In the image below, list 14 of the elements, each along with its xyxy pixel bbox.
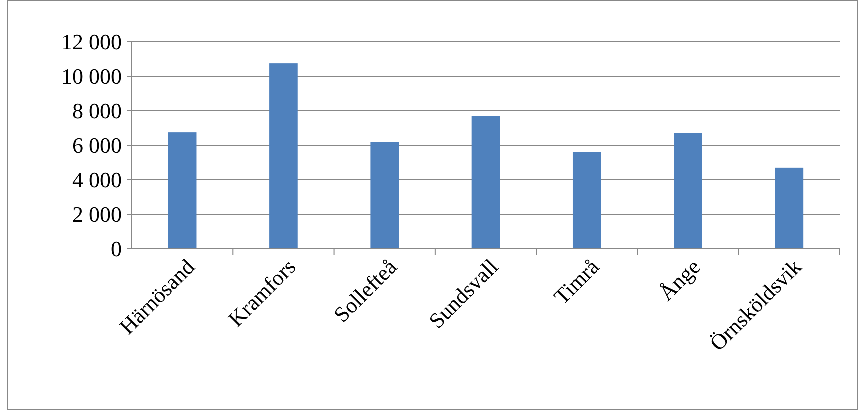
y-tick-label: 2 000	[72, 202, 122, 228]
y-tick-label: 8 000	[72, 98, 122, 124]
bar	[370, 142, 400, 249]
y-tick-label: 6 000	[72, 133, 122, 158]
bar	[168, 132, 197, 249]
bar	[472, 116, 500, 249]
bar	[674, 133, 702, 249]
y-tick-label: 12 000	[62, 30, 122, 55]
bar	[270, 64, 298, 249]
bar	[572, 152, 602, 249]
bar	[775, 168, 804, 249]
y-tick-label: 0	[111, 236, 122, 262]
y-tick-label: 4 000	[72, 168, 122, 193]
y-tick-label: 10 000	[62, 64, 122, 90]
